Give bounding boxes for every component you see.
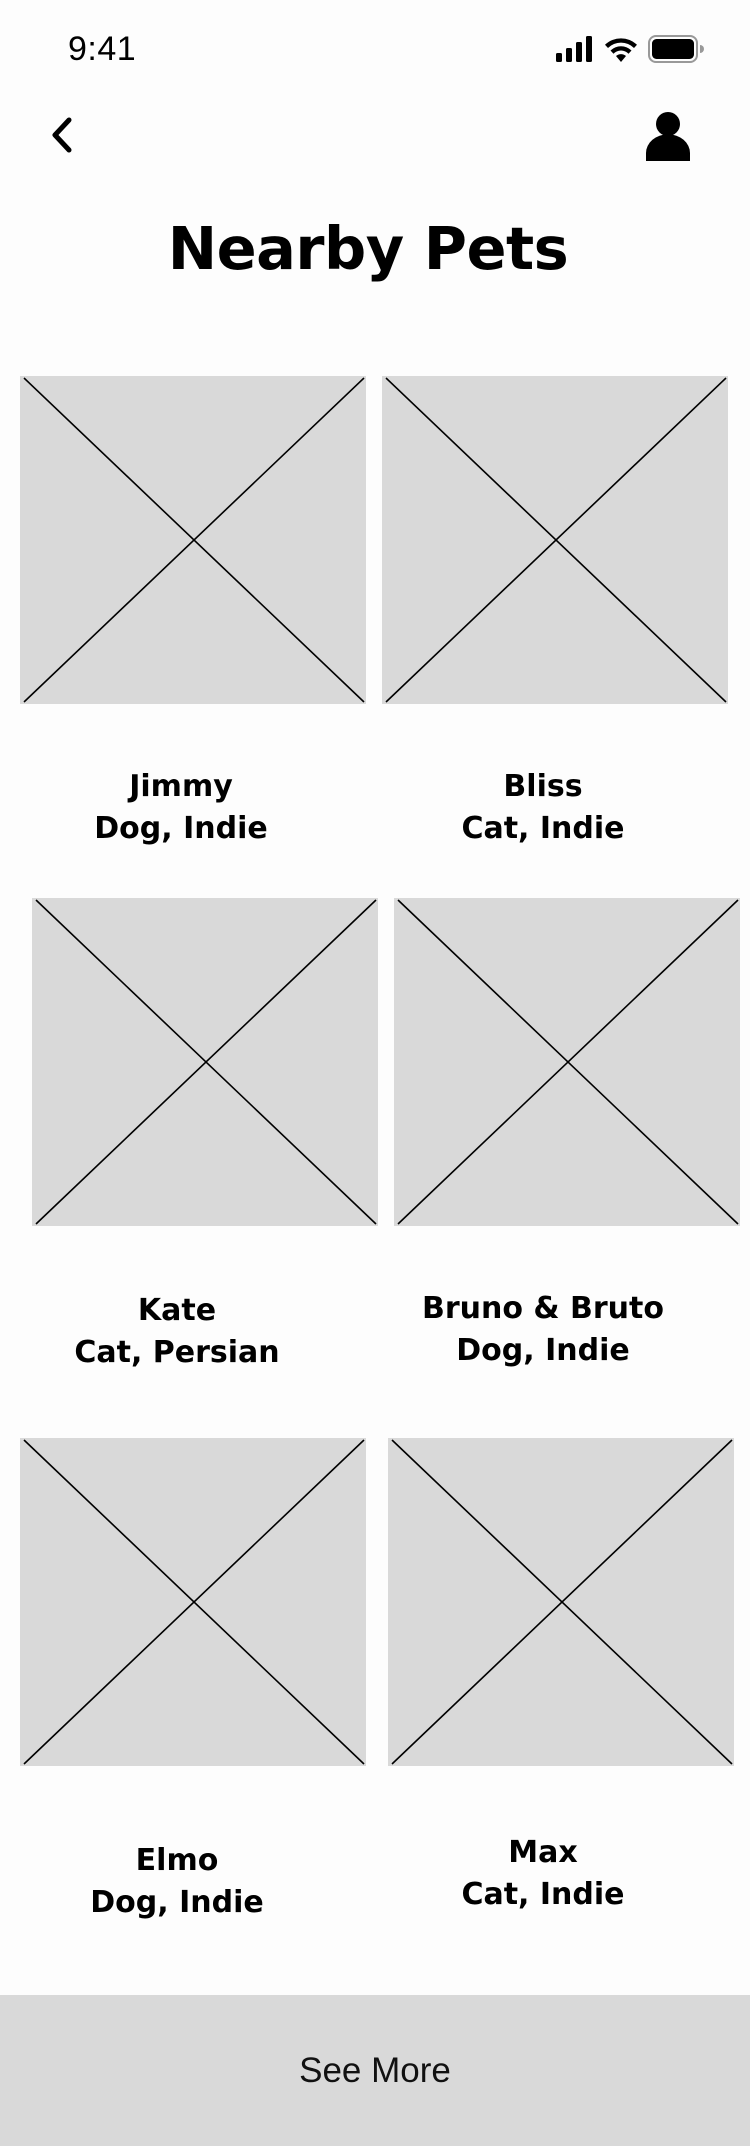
pet-image-placeholder [32,898,378,1226]
pet-image-placeholder [388,1438,734,1766]
pet-name: Bruno & Bruto [421,1291,664,1326]
pet-caption: Bruno & Bruto Dog, Indie [370,1288,716,1372]
pet-description: Cat, Persian [74,1335,280,1370]
pet-description: Dog, Indie [90,1885,264,1920]
pet-name: Bliss [503,769,583,804]
pet-name: Max [508,1835,578,1870]
status-time: 9:41 [68,30,137,68]
pet-image-placeholder [20,376,366,704]
chevron-left-icon [49,116,75,158]
pet-image-placeholder [382,376,728,704]
pet-description: Cat, Indie [461,1877,625,1912]
cellular-signal-icon [556,36,594,66]
pet-caption: Bliss Cat, Indie [370,766,716,850]
battery-icon [648,35,704,67]
pet-name: Jimmy [129,769,233,804]
see-more-button[interactable]: See More [0,1995,750,2146]
page-title: Nearby Pets [167,214,569,283]
pet-description: Dog, Indie [456,1333,630,1368]
user-icon [645,111,691,165]
pet-caption: Jimmy Dog, Indie [8,766,354,850]
status-bar: 9:41 [0,0,750,100]
pet-image-placeholder [394,898,740,1226]
profile-button[interactable] [642,112,694,164]
pet-caption: Kate Cat, Persian [4,1290,350,1374]
pet-name: Kate [137,1293,217,1328]
back-button[interactable] [40,115,84,159]
status-icons [556,35,704,67]
pet-image-placeholder [20,1438,366,1766]
pet-description: Dog, Indie [94,811,268,846]
pet-description: Cat, Indie [461,811,625,846]
pet-name: Elmo [135,1843,219,1878]
pet-caption: Elmo Dog, Indie [4,1840,350,1924]
pet-caption: Max Cat, Indie [370,1832,716,1916]
wifi-icon [604,36,638,66]
